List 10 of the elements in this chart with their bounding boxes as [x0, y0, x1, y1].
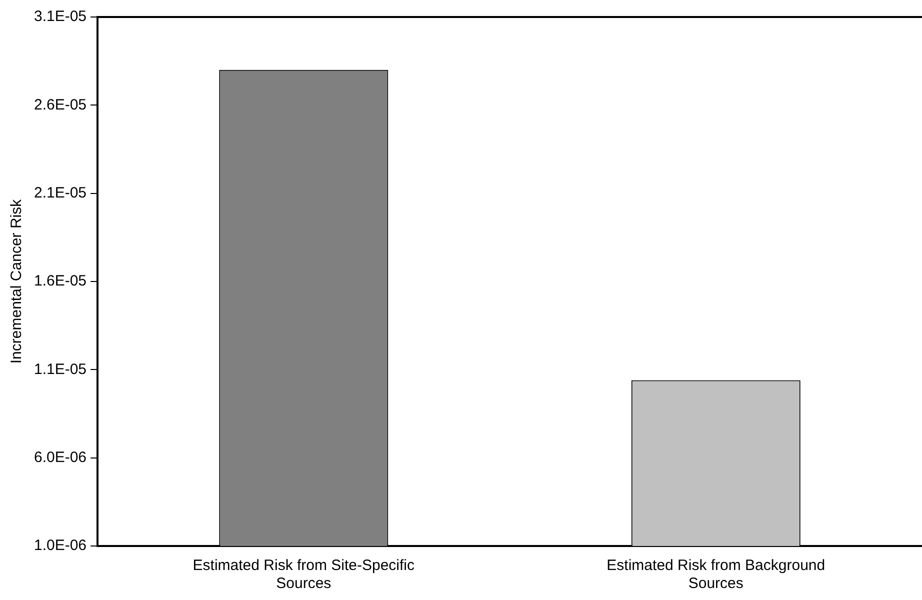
y-tick-label: 1.6E-05 [34, 272, 87, 290]
y-tick-label: 1.1E-05 [34, 360, 87, 378]
y-tick-label: 2.6E-05 [34, 96, 87, 114]
y-tick-label: 1.0E-06 [34, 537, 87, 554]
y-tick-label: 2.1E-05 [34, 184, 87, 202]
y-axis-title: Incremental Cancer Risk [8, 198, 26, 364]
y-tick-label: 3.1E-05 [34, 8, 87, 26]
y-tick-label: 6.0E-06 [34, 448, 87, 466]
x-tick-label: Estimated Risk from Background Sources [606, 557, 826, 592]
x-tick-label: Estimated Risk from Site-Specific Sources [192, 557, 416, 592]
